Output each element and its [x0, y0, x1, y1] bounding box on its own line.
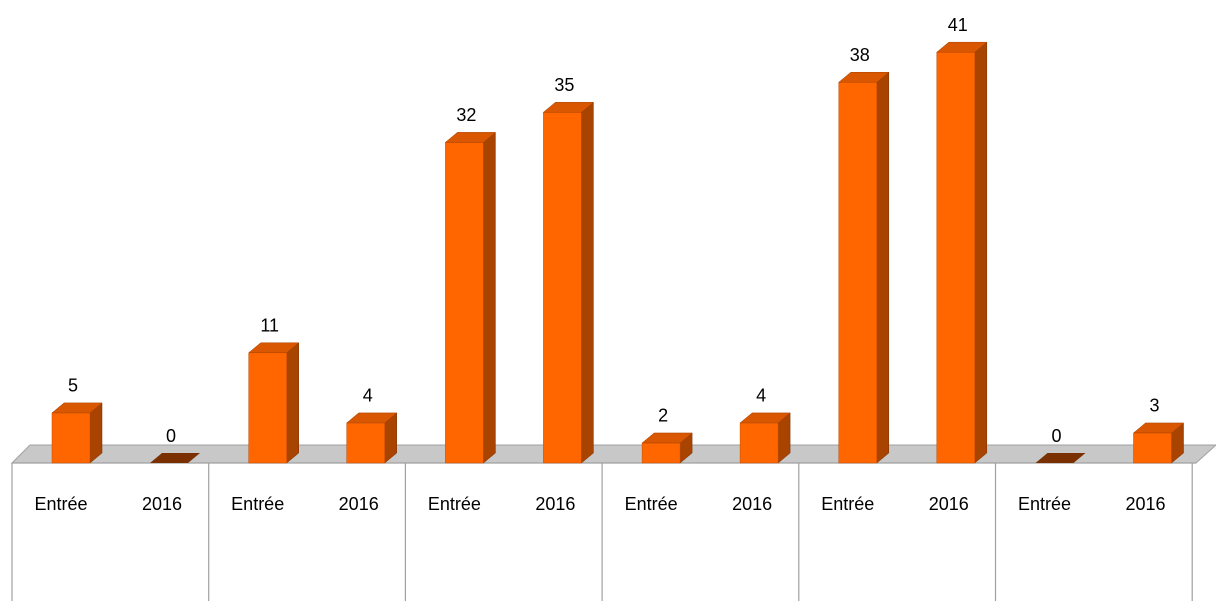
bar [51, 402, 103, 464]
bar-top [346, 412, 398, 424]
bar-top [150, 453, 200, 463]
x-tick-label: 2016 [732, 494, 772, 514]
bar-top [936, 41, 988, 53]
bar-top [248, 342, 300, 354]
bar [1132, 422, 1185, 464]
bar [936, 41, 988, 464]
bar [641, 432, 693, 464]
x-tick-label: 2016 [929, 494, 969, 514]
x-tick-label: 2016 [535, 494, 575, 514]
data-label: 4 [756, 386, 766, 406]
bar-front [739, 422, 779, 464]
data-label: 4 [363, 386, 373, 406]
data-label: 3 [1149, 396, 1159, 416]
bar [739, 412, 791, 464]
x-tick-label: Entrée [34, 494, 87, 514]
bar-side [974, 41, 988, 464]
bar-top [838, 71, 890, 83]
x-tick-label: 2016 [339, 494, 379, 514]
bar-top [51, 402, 103, 414]
x-tick-label: 2016 [1125, 494, 1165, 514]
bar-top [542, 102, 595, 113]
bar [444, 131, 497, 464]
bar-top [641, 432, 693, 444]
bar-side [483, 131, 496, 464]
bar-front [543, 112, 582, 464]
bar-front [1133, 432, 1172, 464]
bar-side [89, 402, 103, 464]
x-tick-label: 2016 [142, 494, 182, 514]
data-label: 5 [68, 376, 78, 396]
bar [542, 101, 595, 464]
data-label: 41 [948, 15, 968, 35]
x-tick-label: Entrée [231, 494, 284, 514]
bar-side [286, 342, 299, 464]
bar [346, 412, 398, 464]
data-label: 32 [456, 105, 476, 125]
bar [1035, 453, 1086, 463]
bar-top [1035, 453, 1086, 463]
data-label: 11 [260, 316, 279, 336]
data-label: 0 [1051, 426, 1061, 446]
bar-top [739, 412, 791, 424]
bar-top [444, 132, 497, 143]
bar [248, 342, 300, 464]
bar-side [876, 71, 890, 464]
bar-front [936, 51, 976, 464]
table: Entrée 2016 Entrée 2016 Entrée 2016 Entrée 2016… [11, 463, 1193, 601]
x-tick-label: Entrée [625, 494, 678, 514]
bar-front [641, 442, 681, 464]
x-tick-label: Entrée [821, 494, 874, 514]
data-label: 2 [658, 406, 668, 426]
bar-top [1132, 422, 1185, 434]
bar-front [838, 81, 878, 464]
x-tick-label: Entrée [1018, 494, 1071, 514]
bar [838, 71, 890, 464]
x-tick-label: Entrée [428, 494, 481, 514]
data-label: 0 [166, 426, 176, 446]
data-label: 35 [554, 75, 574, 95]
data-label: 38 [850, 45, 870, 65]
bar-front [248, 352, 287, 464]
bar-front [346, 422, 385, 464]
bar [150, 453, 200, 463]
bar-front [51, 412, 91, 464]
bars: 5 0 11 4 32 35 2 4 38 41 0 3 [51, 15, 1185, 464]
bar-front [445, 142, 484, 464]
bar-side [581, 101, 594, 464]
